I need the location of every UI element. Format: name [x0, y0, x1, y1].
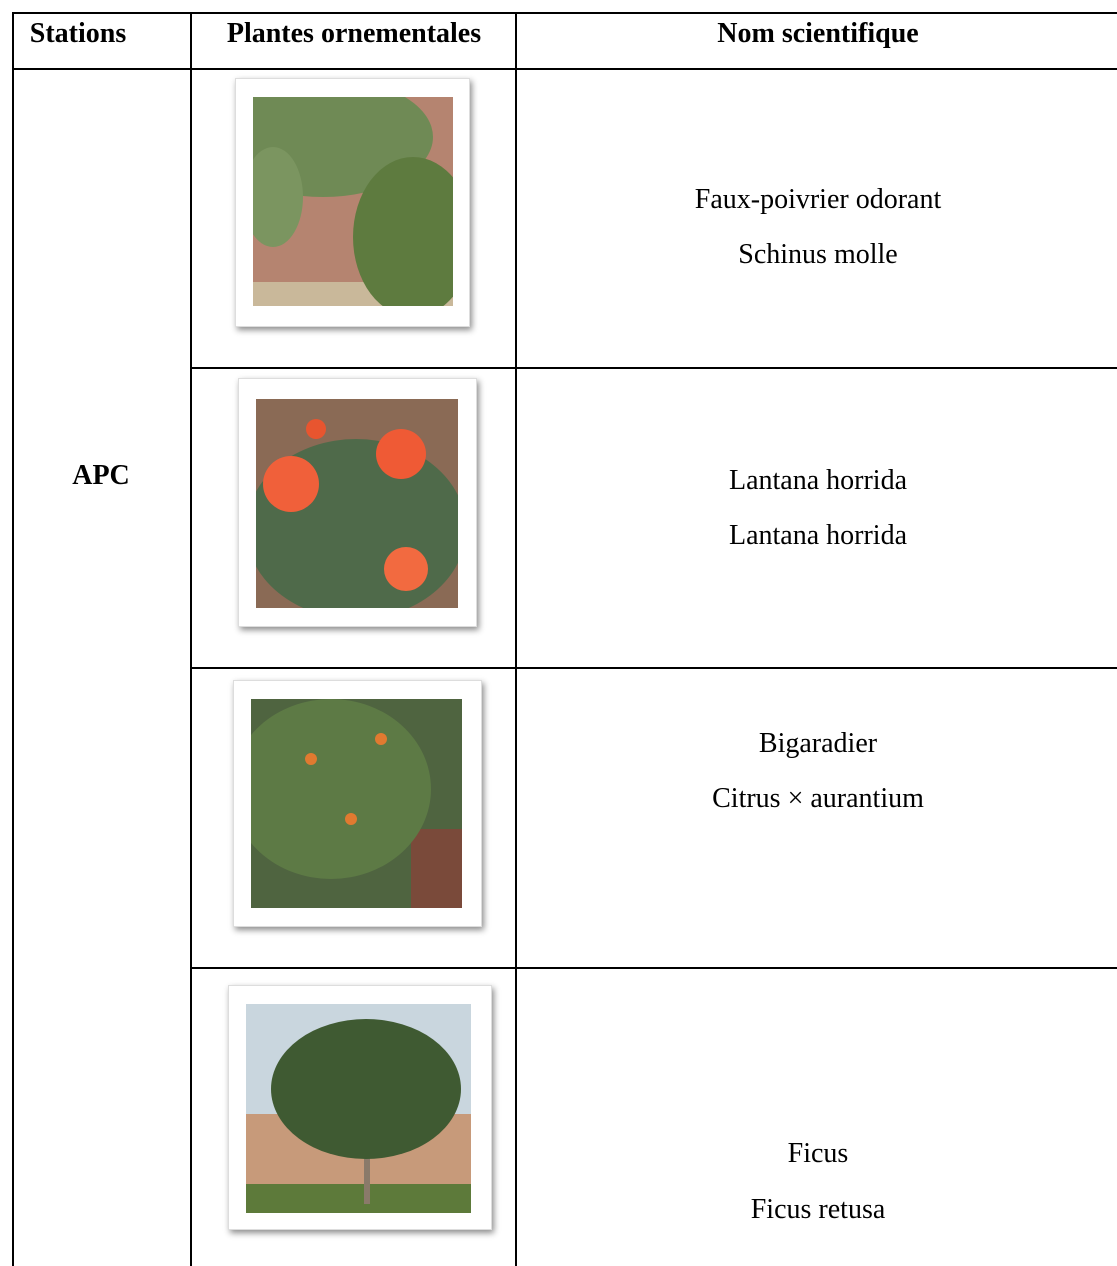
- rule: [12, 12, 14, 1266]
- header-cell: Plantes ornementales: [226, 18, 482, 49]
- scientific-name: Ficus retusa: [750, 1194, 886, 1225]
- scientific-name: Citrus × aurantium: [712, 783, 924, 814]
- photo-frame: [233, 680, 482, 927]
- rule: [190, 367, 1117, 369]
- scientific-name: Schinus molle: [738, 239, 898, 270]
- rule: [190, 967, 1117, 969]
- common-name: Ficus: [787, 1138, 849, 1169]
- rule: [12, 12, 1117, 14]
- photo: [256, 399, 458, 608]
- header-cell: Nom scientifique: [717, 18, 919, 49]
- scientific-name: Lantana horrida: [728, 520, 908, 551]
- common-name: Bigaradier: [758, 728, 878, 759]
- station: APC: [72, 460, 130, 491]
- common-name: Lantana horrida: [728, 465, 908, 496]
- photo-frame: [228, 985, 492, 1230]
- common-name: Faux-poivrier odorant: [694, 184, 942, 215]
- rule: [515, 12, 517, 1266]
- rule: [12, 68, 1117, 70]
- photo: [246, 1004, 471, 1213]
- rule: [190, 667, 1117, 669]
- photo-frame: [238, 378, 477, 627]
- rule: [190, 12, 192, 1266]
- photo: [253, 97, 453, 306]
- photo: [251, 699, 462, 908]
- photo-frame: [235, 78, 470, 327]
- header-cell: Stations: [29, 18, 127, 49]
